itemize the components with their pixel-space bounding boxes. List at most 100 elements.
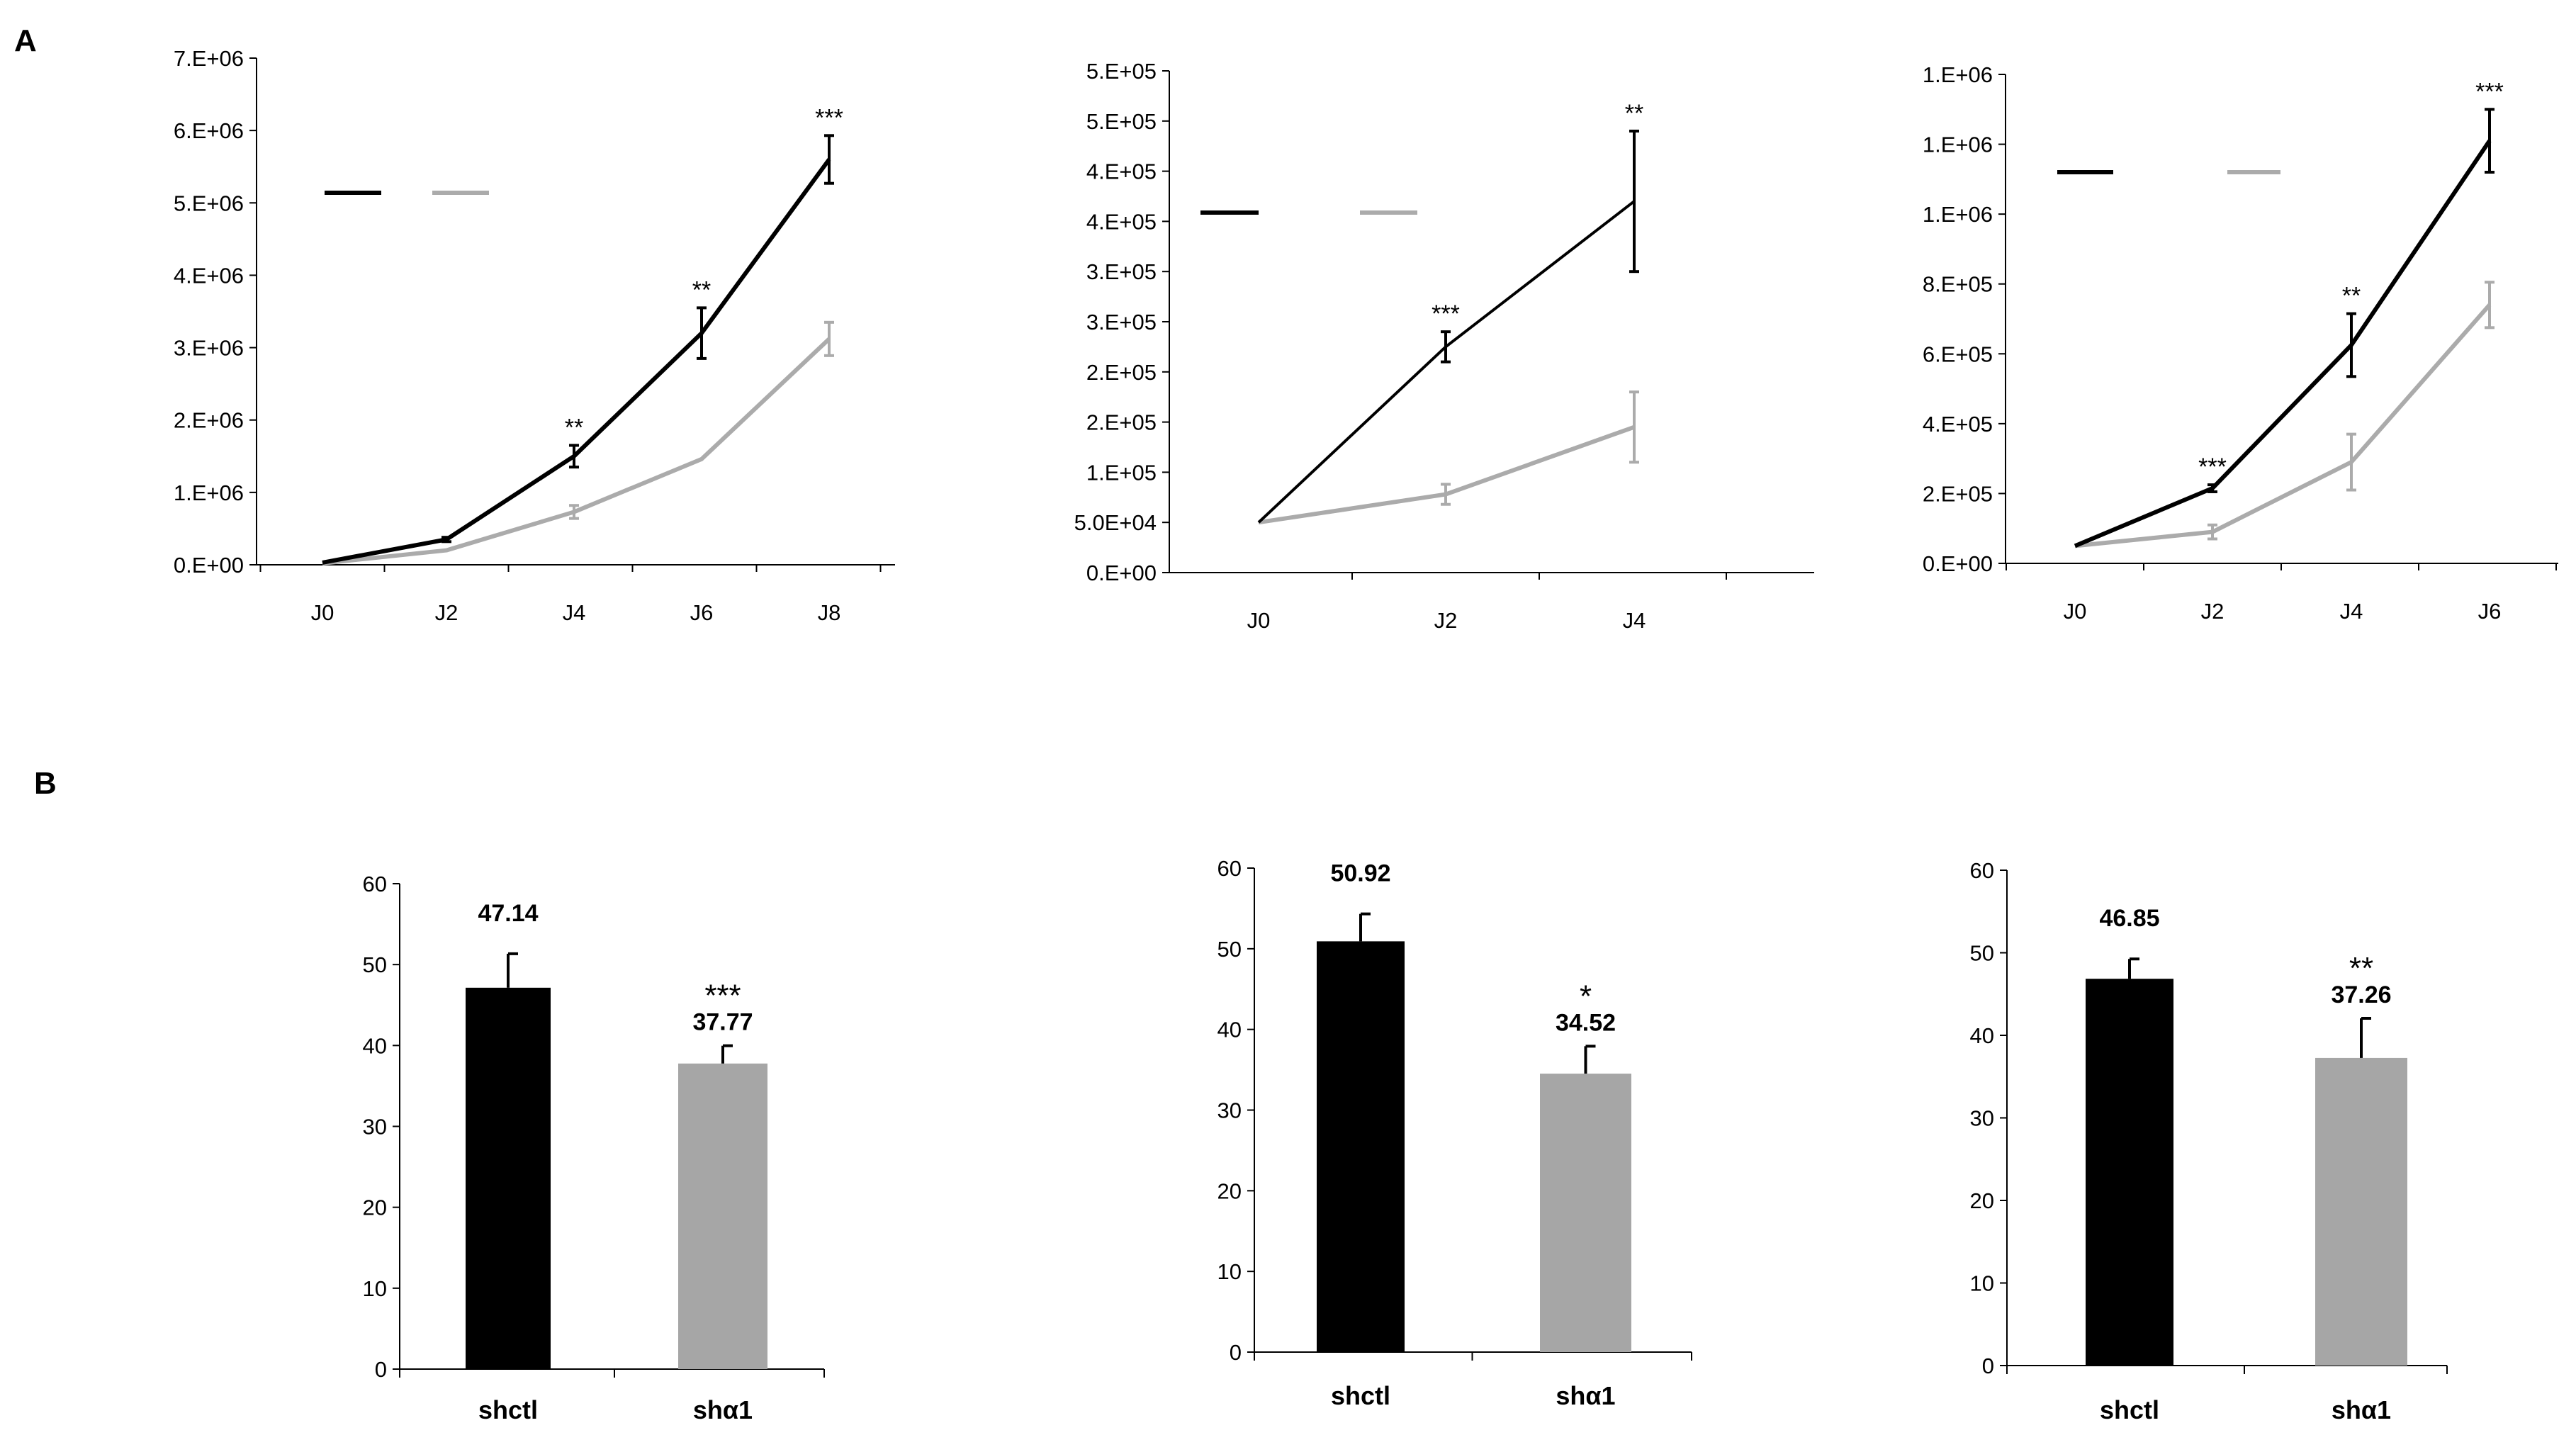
series-line-sh-ctl [322,158,831,565]
significance-marker: *** [2198,454,2227,480]
x-category-label: shctl [478,1395,538,1424]
y-tick-label: 0 [375,1357,387,1382]
y-tick-label: 1.E+06 [174,480,244,505]
y-tick-label: 10 [363,1276,387,1301]
y-tick-label: 50 [363,952,387,977]
x-category-label: shα1 [693,1395,753,1424]
x-tick-label: J2 [2201,599,2225,624]
y-tick-label: 8.E+05 [1923,272,1993,297]
x-tick-label: J6 [2478,599,2502,624]
chart-6: 0 10 20 30 40 50 60 46.85 shctl 37.26** shα1 [1970,858,2448,1424]
x-tick-label: J2 [435,600,459,625]
y-tick-label: 4.E+05 [1086,159,1157,184]
y-tick-label: 5.0E+04 [1074,510,1157,535]
y-tick-label: 20 [1217,1178,1242,1203]
y-tick-label: 50 [1970,941,1994,966]
bar-value-label: 47.14 [478,900,538,927]
bar-value-label: 37.77 [692,1009,753,1036]
y-tick-label: 20 [363,1195,387,1220]
y-tick-label: 10 [1217,1259,1242,1284]
y-tick-label: 30 [1217,1098,1242,1123]
x-tick-label: J0 [2064,599,2087,624]
chart-5: 0 10 20 30 40 50 60 50.92 shctl 34.52* shα1 [1217,856,1692,1410]
chart-2: 0.E+00 5.0E+04 1.E+05 2.E+05 2.E+05 3.E+05 3.E… [1074,59,1814,633]
chart-1: 0.E+00 1.E+06 2.E+06 3.E+06 4.E+06 5.E+06 6.E+… [174,46,895,625]
y-tick-label: 1.E+06 [1923,133,1993,157]
y-tick-label: 60 [1217,856,1242,881]
series-line-sh-itga1 [2074,303,2492,548]
y-tick-label: 1.E+06 [1923,202,1993,227]
x-category-label: shctl [1331,1381,1390,1410]
chart-3: 0.E+00 2.E+05 4.E+05 6.E+05 8.E+05 1.E+06 1.E+… [1923,62,2558,624]
y-tick-label: 50 [1217,937,1242,962]
x-tick-label: J2 [1434,608,1458,633]
x-tick-label: J4 [2340,599,2363,624]
y-tick-label: 5.E+05 [1086,109,1157,134]
y-tick-label: 3.E+05 [1086,259,1157,284]
x-tick-label: J6 [690,600,714,625]
y-tick-label: 40 [363,1033,387,1058]
y-tick-label: 1.E+05 [1086,460,1157,485]
x-category-label: shα1 [2332,1395,2391,1424]
bar-sha1 [1540,1074,1631,1352]
y-tick-label: 4.E+06 [174,263,244,288]
x-tick-label: J4 [1623,608,1646,633]
y-tick-label: 30 [363,1115,387,1139]
bar-value-label: 37.26 [2331,981,2391,1008]
y-tick-label: 2.E+05 [1923,481,1993,506]
x-tick-label: J4 [563,600,586,625]
y-tick-label: 40 [1970,1023,1994,1048]
y-tick-label: 0.E+00 [1086,561,1157,585]
significance-marker: *** [815,104,843,131]
y-tick-label: 1.E+06 [1923,62,1993,87]
series-line-sh-itga1 [1258,424,1636,525]
y-tick-label: 0 [1982,1354,1994,1378]
y-tick-label: 7.E+06 [174,46,244,71]
y-tick-label: 3.E+05 [1086,310,1157,334]
x-tick-label: J0 [311,600,334,625]
y-tick-label: 4.E+05 [1086,209,1157,234]
significance-marker: *** [704,979,741,1013]
bar-shctl [2086,979,2173,1366]
significance-marker: ** [1625,100,1643,127]
y-tick-label: 6.E+05 [1923,342,1993,366]
y-tick-label: 0 [1230,1340,1242,1365]
significance-marker: ** [2342,283,2361,310]
chart-4: 0 10 20 30 40 50 60 47.14 shctl 37.77*** shα1 [363,872,825,1424]
y-tick-label: 4.E+05 [1923,412,1993,437]
y-tick-label: 3.E+06 [174,336,244,361]
panel-label-a: A [14,23,37,58]
series-line-sh-itga1 [322,337,831,565]
significance-marker: *** [2475,78,2504,105]
series-line-sh-ctl [2074,139,2492,548]
y-tick-label: 5.E+06 [174,191,244,215]
y-tick-label: 2.E+06 [174,408,244,433]
y-tick-label: 10 [1970,1271,1994,1296]
significance-marker: ** [692,276,711,303]
x-tick-label: J0 [1247,608,1271,633]
bar-value-label: 50.92 [1330,860,1390,887]
bar-shctl [1317,941,1405,1352]
bar-value-label: 34.52 [1556,1009,1616,1036]
x-tick-label: J8 [818,600,841,625]
x-category-label: shctl [2100,1395,2159,1424]
y-tick-label: 30 [1970,1106,1994,1131]
y-tick-label: 2.E+05 [1086,360,1157,385]
bar-shctl [466,987,551,1369]
significance-marker: ** [565,414,583,441]
y-tick-label: 40 [1217,1018,1242,1042]
y-tick-label: 5.E+05 [1086,59,1157,84]
y-tick-label: 60 [1970,858,1994,883]
bar-sha1 [678,1063,767,1369]
bar-sha1 [2315,1057,2407,1366]
y-tick-label: 60 [363,872,387,896]
y-tick-label: 20 [1970,1188,1994,1213]
y-tick-label: 0.E+00 [1923,551,1993,576]
charts-container: 0.E+00 1.E+06 2.E+06 3.E+06 4.E+06 5.E+06 6.E+… [174,46,2558,1424]
significance-marker: *** [1432,300,1460,327]
significance-marker: * [1580,979,1592,1013]
y-tick-label: 6.E+06 [174,118,244,143]
significance-marker: ** [2349,951,2373,986]
panel-label-b: B [34,766,57,801]
